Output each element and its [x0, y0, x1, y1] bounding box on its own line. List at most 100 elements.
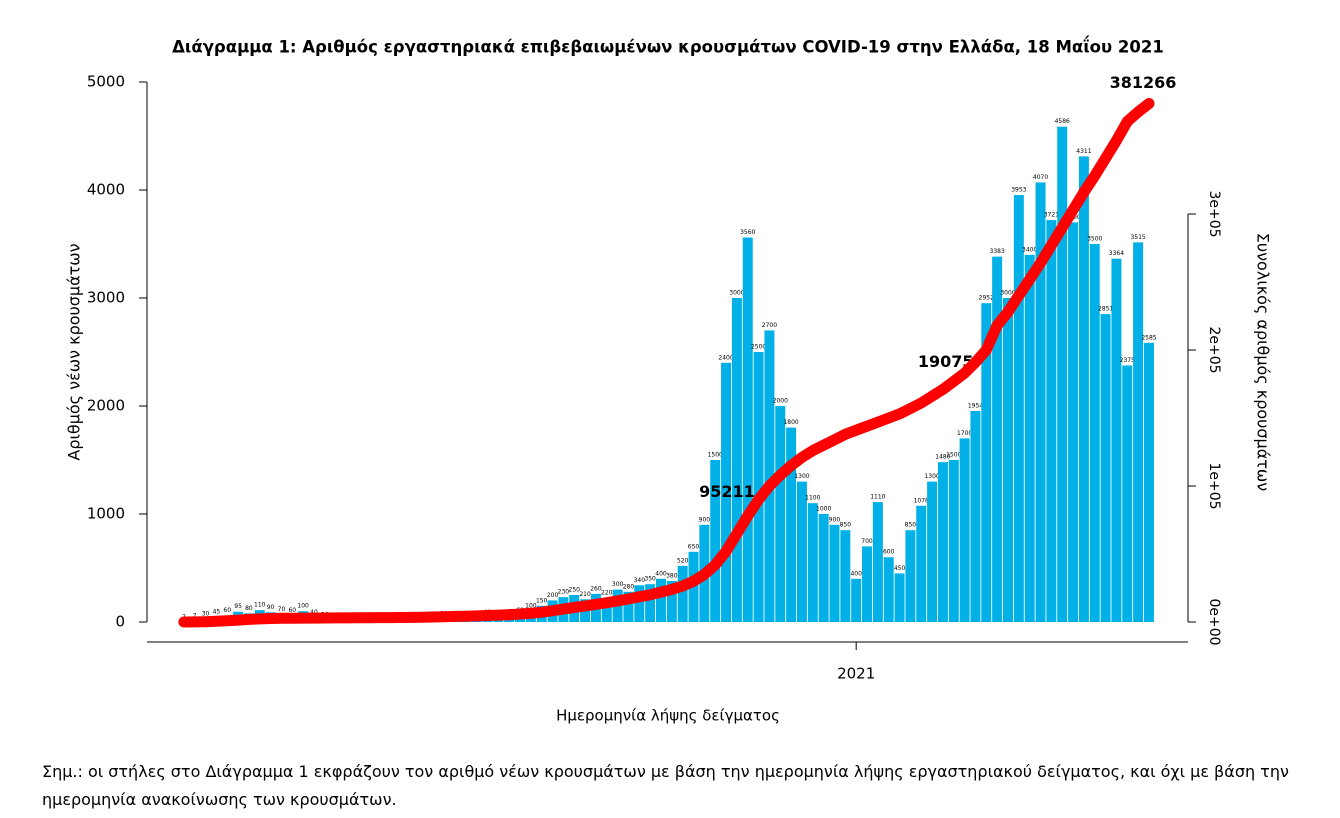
bar-value-label: 850 — [840, 522, 852, 529]
bar — [1003, 298, 1013, 622]
bar-value-label: 200 — [547, 592, 559, 599]
cumulative-line — [178, 98, 1155, 628]
bar — [1100, 314, 1111, 622]
bar-value-label: 260 — [590, 585, 602, 592]
bar — [721, 362, 732, 622]
bar-value-label: 1480 — [935, 454, 950, 461]
bar-value-label: 3515 — [1130, 234, 1145, 241]
bar-value-label: 3400 — [1022, 246, 1037, 253]
bar — [1089, 244, 1100, 622]
bar — [1035, 182, 1046, 622]
bar — [862, 546, 873, 622]
bar — [1013, 195, 1024, 623]
y2-axis-label: Συνολικός αριθμός κρουσμάτων — [1254, 233, 1273, 492]
bar-value-label: 400 — [850, 570, 862, 577]
bar — [1133, 242, 1144, 622]
bar — [764, 330, 775, 622]
bar-value-label: 3364 — [1109, 250, 1124, 257]
bar-value-label: 4311 — [1076, 148, 1091, 155]
bar — [959, 438, 970, 622]
bar — [840, 530, 851, 622]
bar — [829, 524, 840, 622]
bar — [905, 530, 916, 622]
y2-tick-label: 0e+00 — [1206, 598, 1222, 645]
bar — [786, 427, 797, 622]
annotation: 381266 — [1110, 73, 1177, 92]
bar-value-label: 210 — [579, 591, 591, 598]
bar-value-label: 80 — [245, 605, 253, 612]
bar — [916, 505, 927, 622]
bar-value-label: 350 — [644, 576, 656, 583]
bar-value-label: 400 — [655, 570, 667, 577]
y-tick-label: 1000 — [87, 505, 125, 523]
bar-value-label: 60 — [288, 607, 296, 614]
bar-value-label: 1500 — [708, 452, 723, 459]
bar-value-label: 220 — [601, 590, 613, 597]
bar — [753, 352, 764, 622]
bar-value-label: 60 — [223, 607, 231, 614]
bar — [851, 578, 862, 622]
bar — [1024, 254, 1035, 623]
bar — [1078, 156, 1089, 623]
bar — [1057, 126, 1068, 622]
bar — [601, 598, 612, 622]
bar — [883, 557, 894, 622]
bar-value-label: 100 — [297, 603, 309, 610]
bar-value-label: 2851 — [1098, 306, 1113, 313]
bar-value-label: 700 — [861, 538, 873, 545]
bar — [1046, 220, 1057, 622]
bar — [1068, 222, 1079, 622]
bar-value-label: 650 — [688, 543, 700, 550]
bar-value-label: 100 — [525, 603, 537, 610]
bar — [948, 460, 959, 622]
bar-value-label: 2700 — [762, 322, 777, 329]
bar-value-label: 90 — [267, 604, 275, 611]
bar — [937, 462, 948, 622]
bar — [645, 584, 656, 622]
bar-value-label: 1500 — [946, 452, 961, 459]
bar — [894, 573, 905, 622]
bar — [1111, 258, 1122, 622]
bar-value-label: 1300 — [794, 473, 809, 480]
y-tick-label: 2000 — [87, 397, 125, 415]
bar — [666, 580, 677, 622]
bar-value-label: 3500 — [1087, 236, 1102, 243]
bar — [927, 481, 938, 622]
bar-value-label: 1700 — [957, 430, 972, 437]
bar-value-label: 300 — [612, 581, 624, 588]
bar-value-label: 110 — [254, 602, 266, 609]
bar — [710, 460, 721, 622]
bar-value-label: 850 — [905, 522, 917, 529]
bar-value-label: 1000 — [816, 506, 831, 513]
bar-value-label: 250 — [569, 587, 581, 594]
annotation: 95211 — [699, 482, 755, 501]
bar-value-label: 2585 — [1141, 334, 1156, 341]
bar-value-label: 70 — [278, 606, 286, 613]
y2-tick-label: 1e+05 — [1206, 462, 1222, 509]
bar — [1143, 342, 1154, 622]
bar-value-label: 7 — [193, 613, 197, 620]
bar-value-label: 3383 — [990, 248, 1005, 255]
y2-tick-label: 2e+05 — [1206, 326, 1222, 373]
bar — [818, 514, 829, 622]
bar — [796, 481, 807, 622]
bar — [656, 578, 666, 622]
bar-value-label: 2400 — [718, 354, 733, 361]
bar — [872, 502, 883, 622]
bar-value-label: 150 — [536, 597, 548, 604]
bar-value-label: 3560 — [740, 229, 755, 236]
chart: Διάγραμμα 1: Αριθμός εργαστηριακά επιβεβ… — [65, 37, 1273, 725]
bar — [775, 406, 786, 622]
note: Σημ.: οι στήλες στο Διάγραμμα 1 εκφράζου… — [42, 762, 1289, 809]
y-tick-label: 3000 — [87, 289, 125, 307]
bar — [742, 237, 753, 622]
bar — [731, 298, 742, 622]
bar-value-label: 30 — [202, 610, 210, 617]
bar-value-label: 900 — [699, 516, 711, 523]
bar-value-label: 230 — [558, 589, 570, 596]
bar-value-label: 380 — [666, 572, 678, 579]
bar — [970, 410, 981, 622]
bar-value-label: 2000 — [773, 398, 788, 405]
bar-value-label: 3000 — [1000, 290, 1015, 297]
